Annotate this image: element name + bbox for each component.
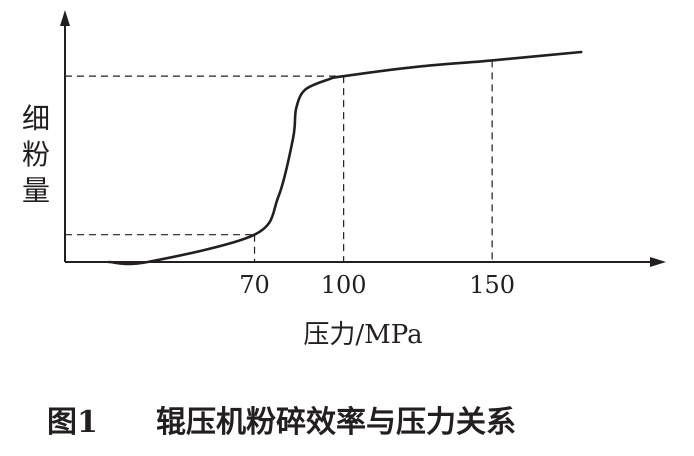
- x-axis-label: 压力/MPa: [303, 320, 422, 350]
- x-tick-label-100: 100: [321, 271, 367, 299]
- x-axis-arrowhead: [650, 257, 666, 267]
- pressure-fines-curve: [107, 50, 583, 266]
- figure-caption: 辊压机粉碎效率与压力关系: [156, 405, 516, 440]
- y-axis-arrowhead: [60, 10, 70, 26]
- y-axis-label-char-1: 细: [22, 102, 50, 135]
- x-tick-labels: 70 100 150: [239, 271, 515, 299]
- figure-number: 图1: [47, 405, 98, 440]
- y-axis-label-char-2: 粉: [22, 138, 50, 171]
- y-axis-label-char-3: 量: [22, 174, 50, 207]
- x-tick-label-150: 150: [469, 271, 515, 299]
- dashed-guides: [65, 60, 493, 262]
- x-tick-label-70: 70: [239, 271, 270, 299]
- axes: [60, 10, 666, 267]
